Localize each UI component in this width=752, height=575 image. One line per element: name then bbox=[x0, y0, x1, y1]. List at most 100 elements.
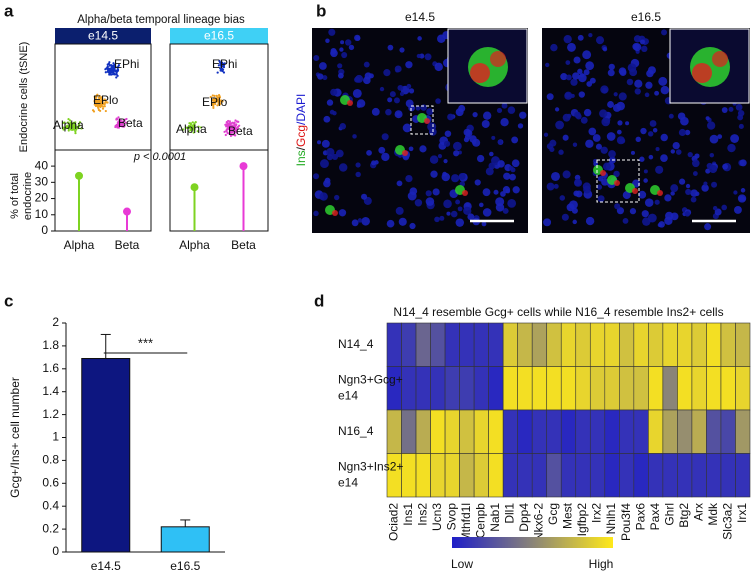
tsne-point bbox=[212, 106, 215, 110]
nucleus bbox=[583, 69, 590, 76]
nucleus bbox=[630, 150, 635, 155]
nucleus bbox=[647, 131, 654, 137]
nucleus bbox=[511, 136, 519, 144]
tsne-point bbox=[99, 109, 102, 112]
nucleus bbox=[366, 149, 372, 156]
column-label: Ucn3 bbox=[430, 503, 444, 531]
tsne-point bbox=[101, 105, 105, 108]
heat-cell bbox=[517, 453, 533, 498]
nucleus bbox=[451, 174, 460, 183]
heat-cell bbox=[444, 366, 460, 411]
tsne-point bbox=[124, 121, 127, 124]
tsne-point bbox=[110, 68, 113, 71]
lollipop-head bbox=[75, 171, 83, 180]
tsne-point bbox=[214, 98, 217, 102]
nucleus bbox=[617, 120, 623, 126]
nucleus bbox=[453, 150, 460, 157]
column-label: Mthfd1l bbox=[459, 503, 473, 542]
nucleus bbox=[437, 34, 446, 43]
nucleus bbox=[463, 137, 470, 143]
nucleus bbox=[396, 180, 403, 187]
nucleus bbox=[389, 91, 396, 98]
nucleus bbox=[695, 191, 700, 196]
nucleus bbox=[622, 217, 629, 224]
nucleus bbox=[588, 32, 593, 38]
nucleus bbox=[447, 113, 454, 121]
nucleus bbox=[619, 138, 626, 144]
inset-box bbox=[410, 105, 434, 135]
nucleus bbox=[670, 212, 679, 221]
nucleus bbox=[735, 103, 743, 111]
row-label: Ngn3+Gcg+ bbox=[338, 372, 403, 386]
tsne-point bbox=[95, 94, 98, 97]
nucleus bbox=[553, 183, 559, 189]
nucleus bbox=[740, 188, 746, 193]
tsne-point bbox=[116, 126, 119, 129]
nucleus bbox=[472, 138, 481, 147]
y-tick-label: 2 bbox=[52, 315, 59, 329]
nucleus bbox=[607, 101, 614, 108]
heat-cell bbox=[430, 409, 446, 454]
nucleus bbox=[595, 36, 605, 45]
nucleus bbox=[728, 106, 734, 112]
facet-frame bbox=[54, 43, 152, 232]
nucleus bbox=[607, 69, 615, 77]
heat-cell bbox=[604, 409, 620, 454]
tsne-point bbox=[229, 134, 233, 138]
nucleus bbox=[639, 156, 645, 162]
nucleus bbox=[606, 132, 616, 141]
gcg-signal bbox=[657, 190, 663, 196]
heat-cell bbox=[502, 453, 518, 498]
nucleus bbox=[739, 159, 747, 167]
nucleus bbox=[644, 198, 654, 207]
nucleus bbox=[363, 76, 371, 85]
tsne-point bbox=[92, 110, 96, 113]
nucleus bbox=[338, 163, 348, 172]
nucleus bbox=[319, 192, 328, 201]
nucleus bbox=[378, 146, 386, 154]
y-tick-label: 1.4 bbox=[42, 384, 59, 398]
column-label: Pou3f4 bbox=[619, 503, 633, 541]
nucleus bbox=[371, 107, 380, 116]
tsne-point bbox=[122, 125, 125, 128]
tsne-point bbox=[115, 76, 118, 79]
tsne-point bbox=[216, 98, 220, 101]
heat-cell bbox=[546, 409, 562, 454]
nucleus bbox=[395, 68, 400, 73]
column-label: Ociad2 bbox=[386, 503, 400, 541]
heat-cell bbox=[444, 409, 460, 454]
nucleus bbox=[425, 197, 435, 206]
tsne-point bbox=[93, 99, 96, 102]
nucleus bbox=[592, 134, 601, 142]
heat-cell bbox=[415, 322, 431, 367]
nucleus bbox=[426, 108, 434, 116]
nucleus bbox=[340, 40, 345, 45]
nucleus bbox=[641, 45, 648, 53]
tsne-point bbox=[115, 72, 118, 76]
inset-signal bbox=[470, 63, 490, 83]
nucleus bbox=[572, 219, 578, 225]
heat-cell bbox=[488, 322, 504, 367]
nucleus bbox=[597, 195, 605, 203]
nucleus bbox=[563, 35, 572, 44]
tsne-point bbox=[114, 125, 117, 129]
heat-cell bbox=[633, 409, 649, 454]
cluster-label: Alpha bbox=[176, 122, 207, 136]
nucleus bbox=[399, 91, 405, 96]
tsne-point bbox=[196, 130, 199, 133]
nucleus bbox=[577, 34, 584, 41]
nucleus bbox=[321, 139, 330, 148]
tsne-point bbox=[223, 130, 226, 133]
nucleus bbox=[585, 139, 594, 148]
nucleus bbox=[577, 68, 583, 75]
nucleus bbox=[561, 213, 569, 221]
y-tick-label: 0.8 bbox=[42, 453, 59, 467]
nucleus bbox=[705, 116, 710, 121]
lollipop-head bbox=[239, 162, 248, 171]
nucleus bbox=[453, 141, 462, 151]
nucleus bbox=[363, 61, 370, 68]
heat-cell bbox=[691, 366, 707, 411]
nucleus bbox=[707, 121, 716, 130]
nucleus bbox=[406, 83, 412, 89]
y-tick-label: 0.4 bbox=[42, 498, 59, 512]
